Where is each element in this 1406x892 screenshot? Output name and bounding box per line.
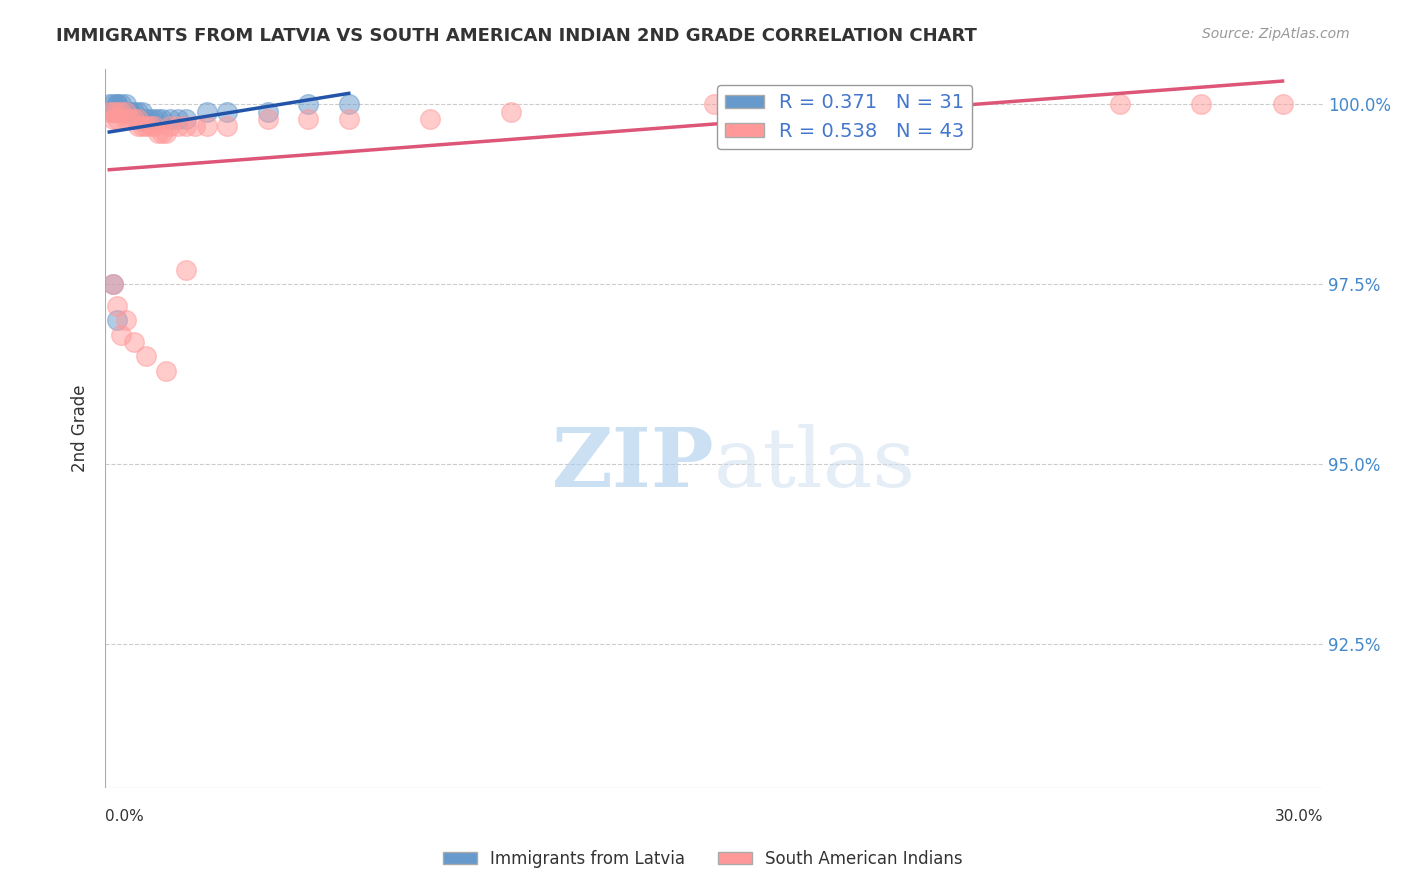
Point <box>114 112 136 126</box>
Text: atlas: atlas <box>714 425 917 504</box>
Point <box>146 126 169 140</box>
Point <box>122 334 145 349</box>
Point <box>135 349 157 363</box>
Point <box>118 104 141 119</box>
Point <box>103 112 125 126</box>
Point <box>159 112 181 126</box>
Point <box>98 104 121 119</box>
Point <box>195 119 218 133</box>
Point <box>1271 97 1294 112</box>
Point <box>150 126 173 140</box>
Point <box>159 119 181 133</box>
Point <box>135 119 157 133</box>
Point <box>215 104 238 119</box>
Point <box>105 313 128 327</box>
Point <box>142 119 165 133</box>
Point <box>215 119 238 133</box>
Y-axis label: 2nd Grade: 2nd Grade <box>72 384 89 472</box>
Point <box>98 97 121 112</box>
Point <box>110 97 132 112</box>
Text: 0.0%: 0.0% <box>105 809 143 824</box>
Point <box>103 104 125 119</box>
Point <box>105 112 128 126</box>
Point <box>122 112 145 126</box>
Point <box>135 112 157 126</box>
Legend: R = 0.371   N = 31, R = 0.538   N = 43: R = 0.371 N = 31, R = 0.538 N = 43 <box>717 86 973 149</box>
Point <box>110 104 132 119</box>
Point <box>142 112 165 126</box>
Point <box>103 277 125 292</box>
Point <box>118 104 141 119</box>
Point <box>114 104 136 119</box>
Point <box>146 112 169 126</box>
Point <box>114 313 136 327</box>
Text: ZIP: ZIP <box>551 425 714 504</box>
Point <box>103 104 125 119</box>
Point <box>256 112 278 126</box>
Point <box>337 112 360 126</box>
Text: IMMIGRANTS FROM LATVIA VS SOUTH AMERICAN INDIAN 2ND GRADE CORRELATION CHART: IMMIGRANTS FROM LATVIA VS SOUTH AMERICAN… <box>56 27 977 45</box>
Point <box>256 104 278 119</box>
Text: 30.0%: 30.0% <box>1275 809 1323 824</box>
Point <box>167 119 190 133</box>
Point <box>1109 97 1132 112</box>
Point <box>122 104 145 119</box>
Point <box>150 112 173 126</box>
Point <box>703 97 725 112</box>
Point <box>195 104 218 119</box>
Point <box>139 119 162 133</box>
Point <box>114 104 136 119</box>
Point <box>419 112 441 126</box>
Point <box>176 112 198 126</box>
Point <box>155 364 177 378</box>
Point <box>127 112 149 126</box>
Point <box>105 97 128 112</box>
Point <box>139 112 162 126</box>
Point <box>110 327 132 342</box>
Point <box>155 126 177 140</box>
Point <box>103 277 125 292</box>
Point <box>127 119 149 133</box>
Point <box>105 104 128 119</box>
Legend: Immigrants from Latvia, South American Indians: Immigrants from Latvia, South American I… <box>437 844 969 875</box>
Point <box>127 112 149 126</box>
Point <box>118 112 141 126</box>
Point <box>905 97 928 112</box>
Point <box>176 119 198 133</box>
Point <box>110 104 132 119</box>
Point <box>105 104 128 119</box>
Point <box>105 97 128 112</box>
Point <box>103 97 125 112</box>
Point <box>131 119 153 133</box>
Point <box>105 299 128 313</box>
Point <box>131 104 153 119</box>
Point <box>114 97 136 112</box>
Point <box>167 112 190 126</box>
Text: Source: ZipAtlas.com: Source: ZipAtlas.com <box>1202 27 1350 41</box>
Point <box>337 97 360 112</box>
Point <box>297 97 319 112</box>
Point <box>501 104 523 119</box>
Point <box>1189 97 1212 112</box>
Point <box>127 104 149 119</box>
Point <box>297 112 319 126</box>
Point <box>183 119 205 133</box>
Point <box>176 263 198 277</box>
